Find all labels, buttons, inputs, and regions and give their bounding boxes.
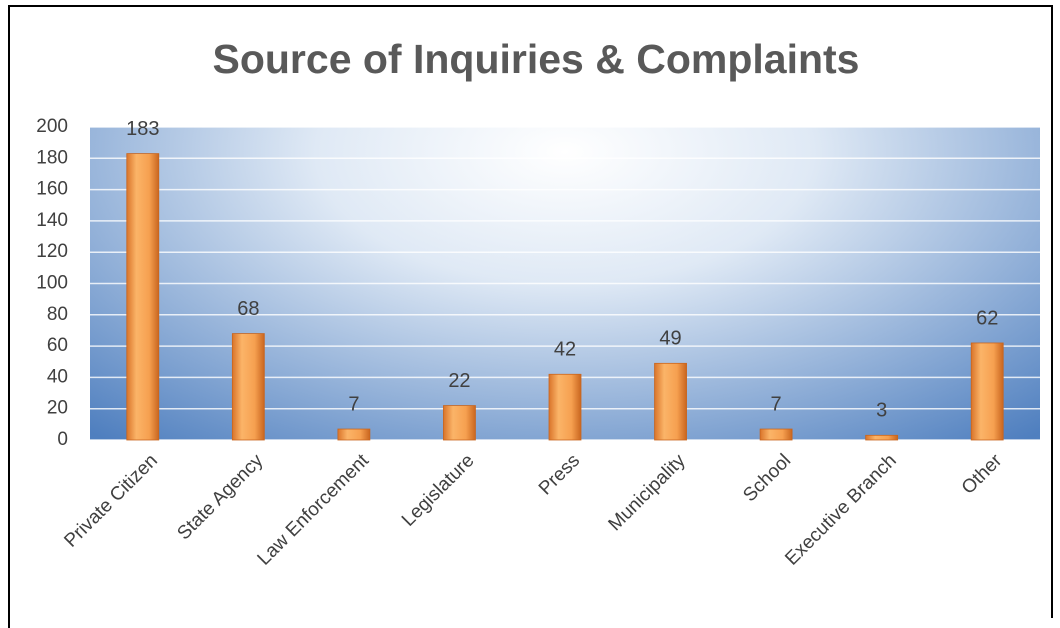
y-tick-label: 120 — [36, 241, 68, 262]
y-tick-label: 40 — [47, 366, 68, 387]
y-tick-label: 20 — [47, 398, 68, 419]
x-tick-label: Executive Branch — [781, 450, 900, 569]
y-tick-label: 200 — [36, 116, 68, 137]
bar — [759, 428, 793, 441]
y-tick-label: 60 — [47, 335, 68, 356]
bar — [654, 362, 687, 441]
data-label: 183 — [126, 118, 159, 140]
x-tick-label: Private Citizen — [60, 450, 161, 551]
data-label: 22 — [448, 370, 470, 392]
y-tick-label: 140 — [36, 210, 68, 231]
bar — [126, 153, 160, 441]
data-label: 42 — [554, 339, 576, 361]
chart-title: Source of Inquiries & Complaints — [213, 36, 860, 82]
y-tick-label: 180 — [36, 147, 68, 168]
data-label: 62 — [976, 307, 998, 329]
x-tick-label: Press — [535, 450, 584, 499]
data-label: 68 — [237, 298, 259, 320]
x-tick-label: Legislature — [398, 450, 479, 531]
x-tick-label: School — [739, 450, 795, 506]
y-tick-label: 100 — [36, 273, 68, 294]
bar — [970, 342, 1004, 441]
bar — [231, 333, 265, 441]
data-label: 7 — [348, 393, 359, 415]
frame — [8, 5, 1053, 628]
y-tick-label: 160 — [36, 179, 68, 200]
bar — [443, 405, 476, 441]
bar — [337, 428, 371, 441]
y-tick-label: 0 — [57, 429, 68, 450]
x-tick-label: Law Enforcement — [254, 450, 374, 570]
x-tick-label: Other — [958, 450, 1007, 499]
data-label: 49 — [659, 328, 681, 350]
x-tick-label: State Agency — [173, 450, 267, 544]
bar — [548, 373, 582, 441]
data-label: 7 — [771, 393, 782, 415]
bar — [865, 434, 899, 441]
y-tick-label: 80 — [47, 304, 68, 325]
data-label: 3 — [876, 400, 887, 422]
x-tick-label: Municipality — [605, 450, 690, 535]
